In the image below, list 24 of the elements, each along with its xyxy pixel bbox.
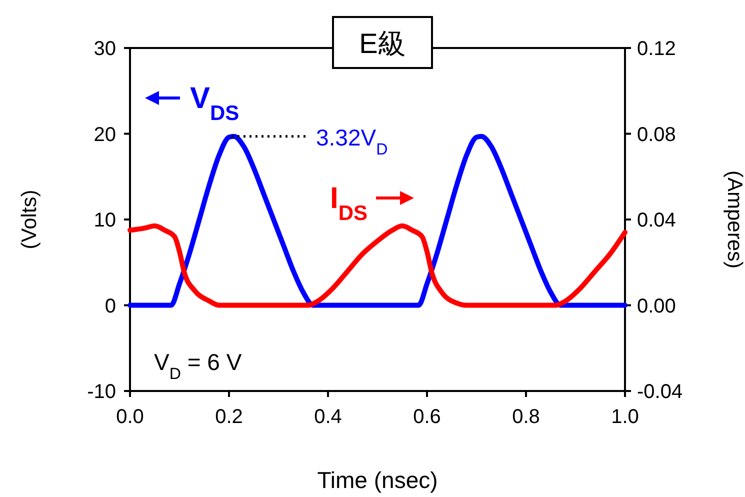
x-tick-label: 0.2 (215, 406, 243, 428)
y-tick-label: 20 (94, 124, 116, 146)
x-tick-label: 1.0 (611, 406, 639, 428)
series-label: I$_{DS}$ (330, 182, 368, 224)
y2-axis-title: (Amperes) (723, 170, 745, 269)
x-tick-label: 0.4 (314, 406, 342, 428)
chart-title: E級 (359, 28, 406, 59)
y2-tick-label: 0.00 (637, 295, 676, 318)
y-tick-label: 0 (104, 295, 116, 318)
x-tick-label: 0.0 (116, 406, 144, 428)
y-axis-title: (Volts) (18, 190, 41, 250)
x-tick-label: 0.8 (512, 406, 540, 428)
y2-tick-label: 0.04 (637, 210, 676, 232)
y-tick-label: 30 (94, 38, 116, 60)
y-tick-label: -10 (87, 381, 116, 403)
y2-tick-label: 0.12 (637, 38, 676, 60)
annotation: 3.32V$_{D}$ (316, 124, 388, 158)
annotation: V$_{D}$ = 6 V (154, 349, 242, 383)
legend-label: V$_{DS}$ (190, 82, 240, 124)
x-axis-title: Time (nsec) (317, 467, 438, 493)
y2-tick-label: 0.08 (637, 124, 676, 146)
y2-tick-label: -0.04 (637, 381, 683, 403)
x-tick-label: 0.6 (413, 406, 441, 428)
y-tick-label: 10 (94, 210, 116, 232)
